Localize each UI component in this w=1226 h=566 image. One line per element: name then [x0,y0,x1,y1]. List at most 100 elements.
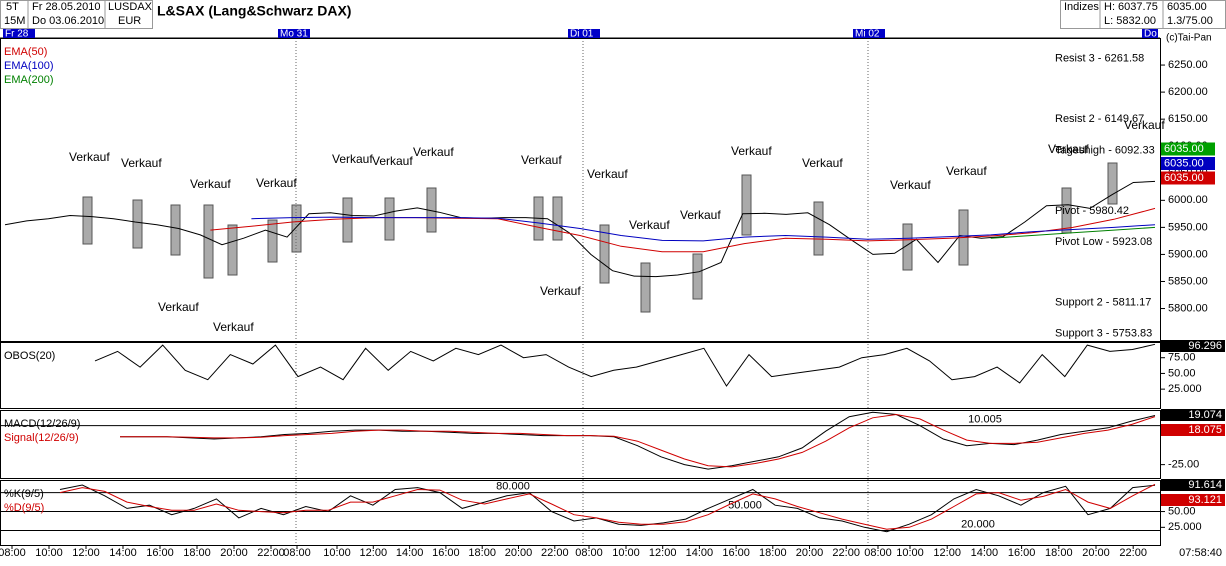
x-tick-label: 20:00 [220,547,248,559]
day-label: Mo 31 [280,29,308,40]
x-tick-label: 18:00 [759,547,787,559]
x-tick-label: 08:00 [283,547,311,559]
signal-box [384,197,395,241]
value-box [1161,494,1225,506]
y-tick-label: 5800.00 [1168,302,1208,314]
x-tick-label: 10:00 [612,547,640,559]
day-marker [1142,29,1158,38]
price-tag [1161,142,1215,156]
level-label: 20.000 [961,518,995,530]
value-box [1161,479,1225,491]
x-tick-label: 22:00 [832,547,860,559]
value-box-label: 96.296 [1188,340,1222,352]
annotation: Verkauf [521,153,562,167]
annotation: Verkauf [946,164,987,178]
signal-box [813,201,824,256]
x-tick-label: 16:00 [146,547,174,559]
annotation: Verkauf [158,300,199,314]
x-tick-label: 16:00 [1008,547,1036,559]
annotation: Verkauf [680,208,721,222]
value-box-label: 91.614 [1188,479,1222,491]
annotation: Verkauf [69,150,110,164]
price-tag [1161,157,1215,170]
signal-box [82,196,93,245]
annotation: Verkauf [587,167,628,181]
x-tick-label: 18:00 [468,547,496,559]
day-marker [568,29,600,38]
day-marker [278,29,310,38]
currency: EUR [118,15,141,27]
annotation: Verkauf [540,284,581,298]
y-tick-label: 75.00 [1168,352,1196,364]
x-tick-label: 22:00 [541,547,569,559]
signal-box [267,219,278,263]
x-tick-label: 16:00 [722,547,750,559]
signal-box [902,223,913,271]
day-marker [853,29,885,38]
signal-box [203,204,214,279]
value-box [1161,424,1225,436]
x-tick-label: 20:00 [505,547,533,559]
signal-box [227,224,238,276]
annotation: Verkauf [890,178,931,192]
series-line [251,216,1156,242]
x-tick-label: 18:00 [183,547,211,559]
value-box-label: 93.121 [1188,494,1222,506]
legend-entry: %D(9/5) [4,502,44,514]
last: 6035.00 [1167,1,1207,13]
date-to: Do 03.06.2010 [32,15,104,27]
x-tick-label: 14:00 [686,547,714,559]
annotation: Verkauf [731,144,772,158]
chart-title: L&SAX (Lang&Schwarz DAX) [157,3,351,19]
level-label: Support 3 - 5753.83 [1055,327,1152,339]
y-tick-label: 6250.00 [1168,59,1208,71]
x-tick-label: 12:00 [360,547,388,559]
annotation: Verkauf [256,176,297,190]
x-tick-label: 20:00 [796,547,824,559]
day-label: Mi 02 [855,29,880,40]
price-tag-label: 6035.00 [1164,157,1204,169]
x-tick-label: 10:00 [35,547,63,559]
legend-entry: MACD(12/26/9) [4,418,80,430]
annotation: Verkauf [413,145,454,159]
signal-box [640,262,651,313]
y-tick-label: 50.00 [1168,367,1196,379]
series-line [120,411,1156,470]
date-from: Fr 28.05.2010 [32,1,101,13]
annotation: Verkauf [802,156,843,170]
copyright: (c)Tai-Pan [1166,33,1212,44]
y-tick-label: 25.000 [1168,521,1202,533]
level-label: 80.000 [496,481,530,493]
x-tick-label: 22:00 [257,547,285,559]
x-tick-label: 08:00 [575,547,603,559]
ratio: 1.3/75.00 [1167,15,1213,27]
annotation: Verkauf [332,152,373,166]
level-label: 10.005 [968,414,1002,426]
quote-box [1060,0,1226,29]
panel-frame [0,410,1161,479]
x-tick-label: 16:00 [432,547,460,559]
x-tick-label: 14:00 [971,547,999,559]
annotation: Verkauf [1124,118,1165,132]
y-tick-label: 5950.00 [1168,221,1208,233]
y-tick-label: 50.00 [1168,505,1196,517]
level-label: Pivot Low - 5923.08 [1055,236,1152,248]
y-tick-label: -25.00 [1168,459,1199,471]
legend-entry: EMA(100) [4,60,54,72]
price-tag [1161,171,1215,185]
signal-box [1107,162,1118,205]
annotation: Verkauf [121,156,162,170]
level-label: Resist 2 - 6149.67 [1055,113,1144,125]
y-tick-label: 5850.00 [1168,275,1208,287]
annotation: Verkauf [190,177,231,191]
value-box-label: 18.075 [1188,424,1222,436]
info-box [0,0,153,29]
x-tick-label: 08:00 [864,547,892,559]
x-tick-label: 22:00 [1119,547,1147,559]
x-tick-label: 12:00 [649,547,677,559]
series-line [94,343,1156,387]
x-tick-label: 10:00 [323,547,351,559]
signal-box [552,196,563,241]
symbol: LUSDAX [108,1,153,13]
